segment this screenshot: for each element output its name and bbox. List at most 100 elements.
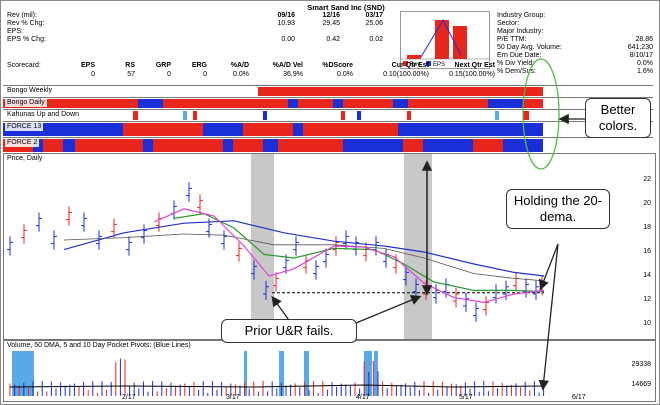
strip-band	[488, 123, 543, 136]
pocket-pivot-band	[279, 351, 284, 396]
eps-swatch-icon	[426, 61, 432, 66]
strip-band	[543, 139, 653, 152]
strip-band	[138, 99, 163, 108]
strip-band	[133, 111, 138, 120]
strip-band	[523, 111, 529, 120]
strip-band	[75, 139, 143, 152]
eps-line	[420, 18, 462, 58]
volume-pane-label: Volume, 50 DMA, 5 and 10 Day Pocket Pivo…	[7, 342, 191, 349]
score-header: %DScore	[322, 62, 353, 69]
strip-band	[398, 123, 488, 136]
stat-label: 50 Day Avg. Volume:	[497, 44, 562, 51]
strip-band	[123, 123, 203, 136]
rev-chg-label: Rev % Chg:	[7, 20, 45, 27]
pocket-pivot-band	[304, 351, 309, 396]
strip-band	[223, 139, 233, 152]
stat-value: 1.6%	[637, 68, 653, 75]
rev-eps-minichart: Rev EPS	[400, 11, 490, 69]
eps-legend: EPS	[426, 61, 445, 68]
strip-band	[193, 111, 197, 120]
stat-label: P/E TTM:	[497, 36, 527, 43]
score-header: %A/D	[230, 62, 249, 69]
strip-band	[343, 139, 403, 152]
volume-plot	[9, 351, 545, 396]
eps-value: 0.02	[369, 36, 383, 43]
scorecard-label: Scorecard:	[7, 62, 41, 69]
score-value: 36.9%	[283, 71, 303, 78]
strip-band	[258, 87, 543, 96]
eps-chg-label: EPS % Chg:	[7, 36, 46, 43]
strip-name: FORCE 2	[5, 138, 40, 147]
strip-band	[407, 111, 411, 120]
strip-band	[298, 99, 333, 108]
indicator-strip[interactable]: Bongo Weekly	[3, 85, 653, 97]
strip-band	[503, 139, 543, 152]
price-y-tick: 14	[643, 272, 651, 279]
volume-pane[interactable]: Volume, 50 DMA, 5 and 10 Day Pocket Pivo…	[3, 340, 656, 402]
score-header: Cur Qtr Est	[391, 62, 429, 69]
indicator-strip[interactable]: FORCE 2	[3, 137, 653, 153]
date-tick: 5/17	[459, 394, 473, 401]
strip-band	[423, 139, 473, 152]
strip-band	[63, 139, 75, 152]
strip-band	[488, 99, 523, 108]
highlight-column	[251, 154, 274, 339]
avg-line-gray	[63, 233, 545, 282]
score-header: RS	[125, 62, 135, 69]
indicator-strip[interactable]: FORCE 13	[3, 121, 653, 137]
score-header: GRP	[155, 62, 171, 69]
strip-band	[343, 99, 393, 108]
pocket-pivot-band	[374, 351, 378, 396]
better-colors-callout: Better colors.	[585, 98, 651, 138]
stat-label: Ern Due Date:	[497, 52, 542, 59]
strip-band	[278, 139, 343, 152]
pocket-pivot-band	[24, 351, 34, 396]
strip-band	[293, 123, 303, 136]
score-value: 0.10(100.00%)	[383, 71, 429, 78]
date-tick: 4/17	[356, 394, 370, 401]
strip-band	[341, 111, 345, 120]
strip-name: FORCE 13	[5, 122, 44, 131]
mini-legend: Rev EPS	[403, 61, 445, 68]
stat-value: 28.86	[635, 36, 653, 43]
strip-band	[303, 123, 398, 136]
price-y-tick: 20	[643, 200, 651, 207]
strip-band	[3, 99, 138, 108]
strip-band	[203, 123, 243, 136]
indicator-strip[interactable]: Bongo Daily	[3, 97, 653, 109]
price-pane-label: Price, Daily	[7, 155, 43, 162]
strip-band	[393, 99, 408, 108]
strip-band	[543, 87, 653, 96]
prior-fails-callout: Prior U&R fails.	[221, 319, 357, 343]
score-value: 0	[167, 71, 171, 78]
score-value: 0	[203, 71, 207, 78]
score-value: 0.0%	[233, 71, 249, 78]
strip-name: Kahunas Up and Down	[5, 110, 81, 119]
score-value: 0.15(100.00%)	[449, 71, 495, 78]
price-pane[interactable]: Price, Daily 22 20 18 16 14 12 10	[3, 153, 656, 340]
strip-band	[523, 99, 543, 108]
price-y-tick: 12	[643, 296, 651, 303]
strip-band	[408, 99, 488, 108]
date-tick: 6/17	[572, 394, 586, 401]
volume-dma-line	[9, 384, 545, 388]
stat-label: Major Industry:	[497, 28, 544, 35]
strip-band	[403, 139, 423, 152]
stock-title: Smart Sand Inc (SND)	[307, 3, 385, 12]
holding-callout: Holding the 20-dema.	[506, 189, 610, 229]
avg-line-blue	[63, 220, 545, 277]
indicator-strip[interactable]: Kahunas Up and Down	[3, 109, 653, 121]
strip-band	[473, 139, 503, 152]
strip-band	[243, 123, 293, 136]
pocket-pivot-band	[364, 351, 372, 396]
strip-band	[143, 139, 153, 152]
price-plot	[7, 154, 545, 339]
score-header: %A/D Vel	[272, 62, 303, 69]
rev-swatch-icon	[403, 61, 408, 66]
highlight-column	[404, 154, 432, 339]
stat-value: 641,230	[627, 44, 653, 51]
price-y-tick: 22	[643, 176, 651, 183]
quarter-header: 03/17	[365, 12, 383, 19]
rev-bar	[435, 20, 449, 59]
